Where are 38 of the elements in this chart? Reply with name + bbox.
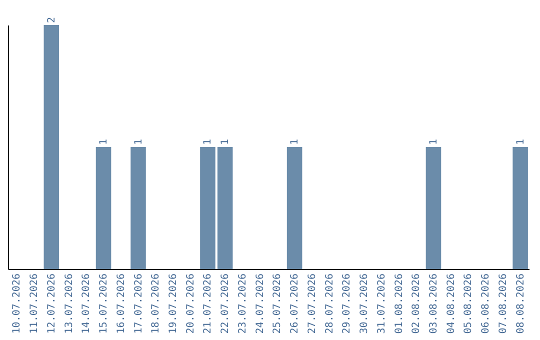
x-tick-label: 25.07.2026 [272, 274, 284, 334]
x-tick-label: 08.08.2026 [515, 274, 526, 334]
x-tick-label: 28.07.2026 [324, 274, 336, 334]
x-tick-label: 15.07.2026 [98, 274, 110, 334]
x-tick-label: 23.07.2026 [237, 274, 248, 334]
x-tick-label: 22.07.2026 [220, 274, 232, 334]
x-tick-label: 31.07.2026 [376, 274, 388, 334]
x-tick-label: 06.08.2026 [480, 274, 492, 334]
x-tick-label: 21.07.2026 [202, 274, 214, 334]
data-label: 1 [202, 138, 214, 145]
data-label: 1 [290, 138, 301, 145]
x-tick-label: 20.07.2026 [185, 274, 196, 334]
x-tick-label: 19.07.2026 [168, 274, 179, 334]
x-tick-label: 01.08.2026 [394, 274, 405, 334]
x-tick-label: 13.07.2026 [64, 274, 75, 334]
data-label: 1 [515, 138, 526, 145]
x-tick-label: 14.07.2026 [81, 274, 92, 334]
data-label: 1 [220, 138, 232, 145]
x-tick-label: 24.07.2026 [254, 274, 266, 334]
x-tick-label: 11.07.2026 [29, 274, 40, 334]
x-tick-label: 30.07.2026 [359, 274, 370, 334]
x-tick-label: 26.07.2026 [290, 274, 301, 334]
x-tick-label: 05.08.2026 [463, 274, 474, 334]
x-tick-label: 17.07.2026 [133, 274, 144, 334]
x-tick-label: 27.07.2026 [306, 274, 318, 334]
data-label: 1 [133, 138, 144, 145]
x-tick-label: 12.07.2026 [46, 274, 58, 334]
x-tick-label: 03.08.2026 [428, 274, 440, 334]
x-tick-label: 16.07.2026 [116, 274, 127, 334]
data-label: 1 [98, 138, 110, 145]
data-label: 2 [46, 16, 58, 23]
x-tick-label: 04.08.2026 [446, 274, 457, 334]
x-tick-label: 18.07.2026 [150, 274, 162, 334]
x-tick-label: 02.08.2026 [411, 274, 422, 334]
data-label: 1 [428, 138, 440, 145]
x-tick-label: 29.07.2026 [342, 274, 353, 334]
x-tick-label: 07.08.2026 [498, 274, 509, 334]
x-tick-label: 10.07.2026 [12, 274, 23, 334]
